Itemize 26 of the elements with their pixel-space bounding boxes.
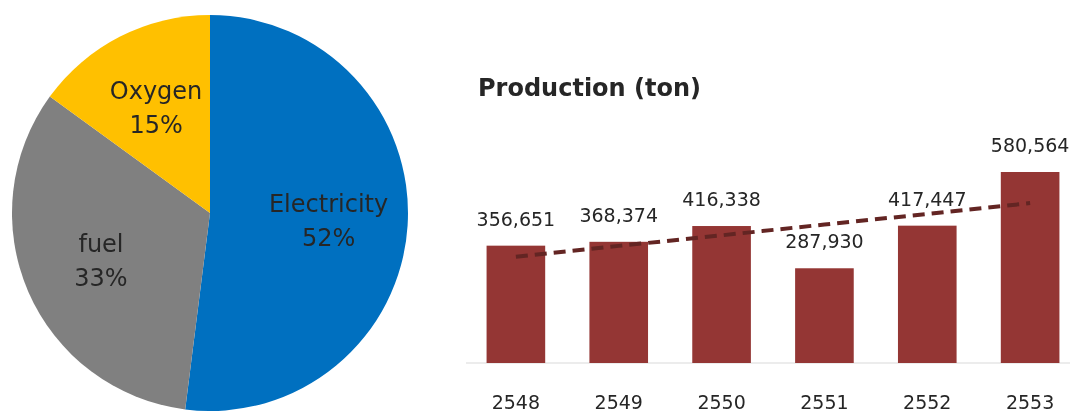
data-label: 15% xyxy=(129,111,183,140)
x-tick-label: 2551 xyxy=(800,391,849,411)
x-tick-label: 2550 xyxy=(697,391,746,411)
bar xyxy=(897,225,957,363)
x-tick-label: 2552 xyxy=(903,391,952,411)
pie-slice xyxy=(49,15,210,213)
data-label: 356,651 xyxy=(476,207,556,230)
bar xyxy=(795,268,854,363)
bar xyxy=(692,226,751,363)
data-label: 580,564 xyxy=(990,134,1070,156)
bar xyxy=(486,245,546,363)
slice-label: fuel xyxy=(78,230,124,259)
bar xyxy=(1000,172,1060,363)
x-tick-label: 2548 xyxy=(491,391,541,411)
data-label: 52% xyxy=(301,224,356,253)
chart-title: Production (ton) xyxy=(478,74,702,102)
bar xyxy=(589,241,649,363)
data-label: 368,374 xyxy=(579,203,659,226)
data-label: 33% xyxy=(74,264,128,293)
data-label: 416,338 xyxy=(682,188,761,211)
x-tick-label: 2553 xyxy=(1005,391,1055,411)
slice-label: Oxygen xyxy=(109,77,203,106)
data-label: 417,447 xyxy=(887,187,967,210)
slice-label: Electricity xyxy=(268,190,389,219)
x-tick-label: 2549 xyxy=(594,391,643,411)
data-label: 287,930 xyxy=(785,230,864,253)
